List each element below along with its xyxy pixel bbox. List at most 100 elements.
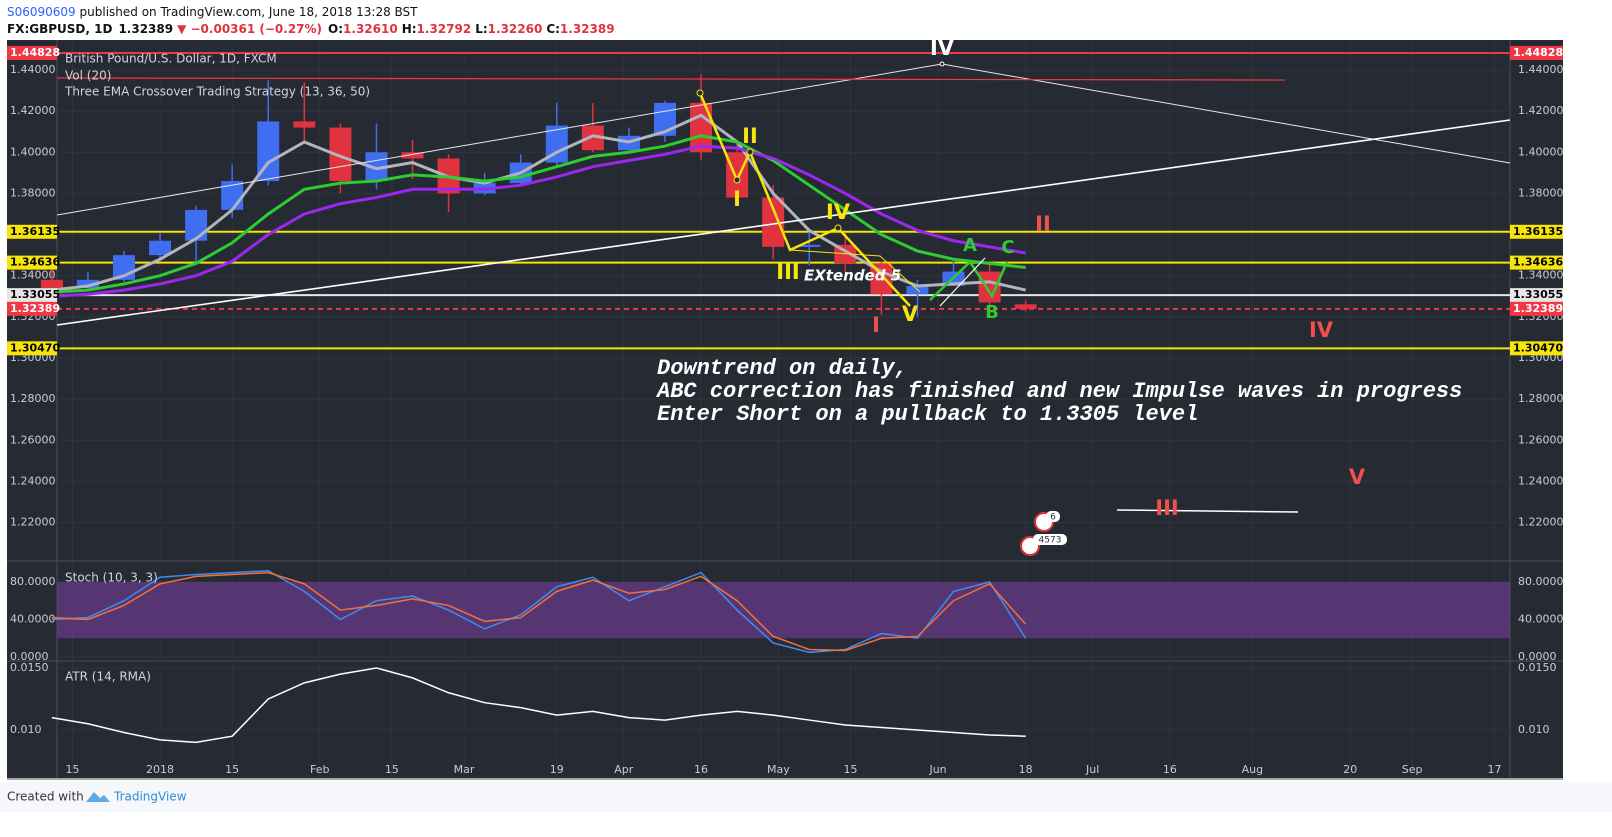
price-tag-label: 1.44828 <box>1513 46 1563 59</box>
note-line: ABC correction has finished and new Impu… <box>655 379 1462 404</box>
candle-body <box>257 121 280 182</box>
y-tick-label: 0.0000 <box>10 650 49 663</box>
footer <box>0 782 1612 812</box>
price-tag-label: 1.44828 <box>10 46 60 59</box>
legend-title: Stoch (10, 3, 3) <box>65 571 158 585</box>
note: Downtrend on daily, ABC correction has f… <box>655 356 1462 427</box>
x-tick-label: 15 <box>65 763 79 776</box>
x-tick-label: 15 <box>225 763 239 776</box>
candle-body <box>762 197 785 247</box>
price-tag <box>7 45 57 60</box>
footer-brand[interactable]: TradingView <box>113 790 187 804</box>
series-line <box>51 667 1026 744</box>
wave-label: EXtended 5 <box>804 267 901 285</box>
x-tick-label: Mar <box>454 763 475 776</box>
price-tag-label: 1.32389 <box>1513 302 1563 315</box>
y-tick-label: 40.0000 <box>1518 612 1564 625</box>
y-tick-label: 1.44000 <box>1518 63 1564 76</box>
y-tick-label: 1.22000 <box>1518 516 1564 529</box>
events[interactable]: 6 4573 <box>1020 511 1067 556</box>
last: 1.32389 <box>118 22 173 36</box>
price-tag <box>7 301 57 316</box>
series-line <box>51 134 1026 294</box>
x-tick-label: Sep <box>1402 763 1423 776</box>
wave-line <box>929 260 1009 301</box>
y-tick-label: 1.40000 <box>10 145 56 158</box>
price-tag <box>1510 341 1563 356</box>
wave-label: I <box>872 313 880 337</box>
price-tag-label: 1.36135 <box>10 225 60 238</box>
wave-label: II <box>1035 212 1051 236</box>
y-tick-label: 1.28000 <box>1518 392 1564 405</box>
x-tick-label: 2018 <box>146 763 174 776</box>
candle-body <box>798 244 821 247</box>
price-tag-label: 1.34636 <box>10 256 60 269</box>
ohlc-label: C: <box>546 22 560 36</box>
wave-point <box>696 89 704 97</box>
x-tick-label: 15 <box>843 763 857 776</box>
y-tick-label: 1.26000 <box>10 433 56 446</box>
event-badge <box>1033 534 1067 545</box>
y-tick-label: 1.34000 <box>10 269 56 282</box>
y-tick-label: 0.0150 <box>10 661 49 674</box>
symbol: FX:GBPUSD, 1D <box>7 22 112 36</box>
candle-body <box>690 102 713 153</box>
x-tick-label: 19 <box>550 763 564 776</box>
price-tag <box>7 288 57 303</box>
x-tick-label: May <box>767 763 790 776</box>
wave-point <box>939 61 945 67</box>
drawing-line <box>1116 509 1299 513</box>
ohlc-value: 1.32792 <box>417 22 472 36</box>
candle-body <box>1014 304 1037 309</box>
wave-label: C <box>1001 237 1014 258</box>
price-tag-label: 1.30470 <box>1513 341 1563 354</box>
candle-body <box>40 279 63 289</box>
wave-label: I <box>733 187 741 211</box>
x-tick-label: Jun <box>928 763 946 776</box>
y-tick-label: 80.0000 <box>10 575 56 588</box>
price-tag-label: 1.32389 <box>10 302 60 315</box>
ohlc-value: 1.32610 <box>343 22 398 36</box>
x-tick-label: Feb <box>310 763 329 776</box>
chart-layer: 15 2018 15 Feb 15 Mar 19 Apr 16 May 15 Jun 18 Jul 16 Au… <box>7 40 1564 780</box>
candle-body <box>545 125 568 163</box>
series-line <box>51 571 1027 652</box>
price-tag-label: 1.33055 <box>1513 288 1563 301</box>
price-tag <box>1510 224 1563 239</box>
candle-body <box>293 121 316 128</box>
y-tick-label: 0.0000 <box>1518 650 1557 663</box>
wave-label: III <box>776 260 799 284</box>
candle-body <box>185 209 208 241</box>
ohlc-value: 1.32260 <box>488 22 543 36</box>
band <box>57 581 1510 639</box>
y-tick-label: 1.34000 <box>1518 269 1564 282</box>
candle-body <box>76 279 99 289</box>
candle-body <box>581 125 604 151</box>
y-tick-label: 1.22000 <box>10 516 56 529</box>
trendline <box>56 119 1511 326</box>
y-tick-label: 0.0150 <box>1518 661 1557 674</box>
y-tick-label: 1.26000 <box>1518 433 1564 446</box>
y-tick-label: 1.42000 <box>10 104 56 117</box>
drawings <box>56 61 1511 513</box>
wave-line <box>698 92 911 307</box>
wave-labels: IV II I IV III EXtended 5 V I A B C II I… <box>733 36 1366 520</box>
quote-line: FX:GBPUSD, 1D 1.32389 ▼ −0.00361 (−0.27%) O… <box>7 22 615 36</box>
series-line <box>51 113 1027 292</box>
y-tick-label: 1.40000 <box>1518 145 1564 158</box>
y-tick-label: 1.24000 <box>1518 474 1564 487</box>
ohlc-label: H: <box>402 22 417 36</box>
wave-label: IV <box>930 36 955 60</box>
legend-entry: Vol (20) <box>65 69 111 83</box>
price-tag <box>1510 45 1563 60</box>
price-tag <box>7 224 57 239</box>
wave-label: III <box>1155 496 1178 520</box>
trendline <box>56 77 1286 81</box>
candle-body <box>401 152 424 159</box>
candle-body <box>726 152 749 198</box>
wave-label: V <box>902 302 919 326</box>
author[interactable]: S06090609 <box>7 5 76 19</box>
wave-label: V <box>1349 465 1366 489</box>
wave-label: IV <box>826 200 851 224</box>
